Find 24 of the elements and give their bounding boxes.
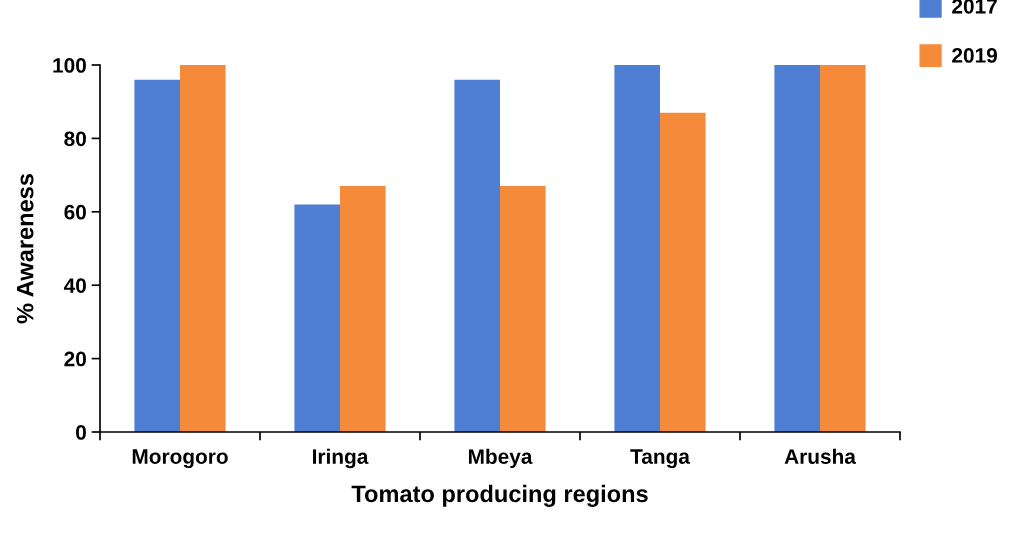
bar: [774, 65, 820, 432]
x-tick-label: Iringa: [313, 448, 369, 469]
bar: [454, 79, 500, 432]
y-tick-label: 20: [64, 351, 86, 367]
legend-label: 2019: [952, 48, 997, 63]
y-tick-label: 60: [64, 204, 86, 220]
y-tick-label: 100: [53, 58, 86, 73]
bar: [294, 204, 340, 432]
bar: [134, 79, 180, 432]
bar: [340, 186, 386, 432]
bar: [660, 112, 706, 432]
bar: [180, 65, 226, 432]
bar: [614, 65, 660, 432]
y-tick-label: 40: [63, 278, 86, 293]
x-tick-label: Tanga: [630, 449, 691, 469]
y-tick-label: 0: [76, 425, 86, 440]
x-axis-title: Tomato producing regions: [351, 484, 648, 507]
x-tick-label: Mbeya: [468, 448, 533, 469]
bar: [500, 186, 546, 432]
y-axis-title: % Awareness: [16, 173, 34, 324]
x-tick-label: Arusha: [784, 448, 857, 464]
bar: [820, 65, 866, 432]
y-tick-label: 80: [64, 131, 86, 147]
x-tick-label: Morogoro: [132, 449, 228, 469]
